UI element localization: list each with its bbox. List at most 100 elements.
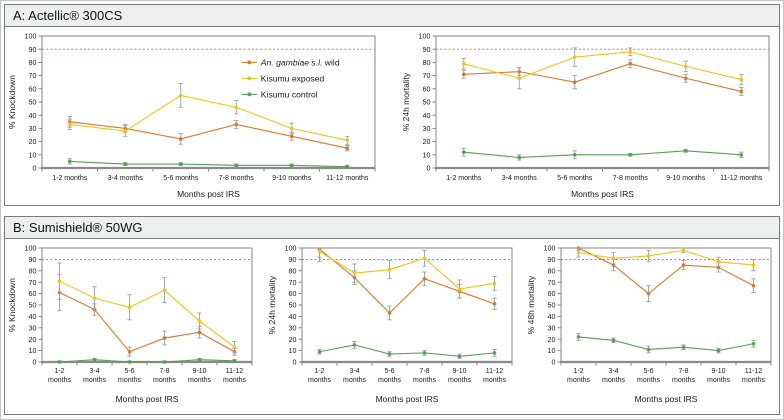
series-line	[463, 150, 742, 158]
x-tick-label: 3-4	[89, 368, 99, 375]
series-line	[59, 291, 235, 353]
y-axis-title: % 24h mortality	[401, 72, 411, 131]
data-point	[352, 271, 356, 275]
y-tick-label: 60	[548, 289, 556, 298]
x-tick-label: months	[223, 377, 246, 384]
y-tick-label: 70	[29, 278, 37, 287]
data-point	[345, 138, 350, 143]
y-tick-label: 20	[29, 137, 37, 146]
x-tick-label: months	[118, 377, 141, 384]
y-tick-label: 10	[548, 346, 556, 355]
data-point	[517, 155, 522, 160]
x-tick-label: 3-4	[349, 368, 359, 375]
y-tick-label: 30	[29, 323, 37, 332]
y-tick-label: 100	[284, 244, 296, 253]
legend-marker	[247, 60, 252, 65]
y-tick-label: 60	[288, 289, 296, 298]
data-point	[683, 64, 688, 69]
data-point	[422, 351, 426, 355]
data-point	[683, 149, 688, 153]
data-point	[572, 80, 577, 84]
data-point	[461, 61, 466, 66]
y-tick-label: 80	[548, 266, 556, 275]
data-point	[178, 93, 183, 98]
legend-marker	[247, 92, 252, 97]
x-tick-label: months	[637, 377, 660, 384]
chart--knockdown: 0 10 20 30 40 50 60 70 80 90 100 1-2 months 3-4 mont…	[7, 32, 376, 199]
y-tick-label: 90	[548, 255, 556, 264]
plot-border	[41, 35, 376, 169]
x-tick-label: months	[483, 377, 506, 384]
data-point	[716, 259, 721, 264]
chart--24h-mortality: 0 10 20 30 40 50 60 70 80 90 100 1-2 months 3-4 mont…	[401, 32, 770, 199]
series-line	[463, 51, 742, 81]
data-point	[739, 89, 744, 94]
data-point	[234, 122, 239, 127]
series-line	[578, 247, 754, 295]
x-tick-label: months	[83, 377, 106, 384]
data-point	[387, 311, 391, 315]
data-point	[572, 153, 577, 157]
x-axis-title: Months post IRS	[375, 394, 438, 404]
series-exposed	[461, 47, 744, 90]
series-line	[578, 249, 754, 266]
y-tick-label: 0	[427, 164, 431, 173]
x-tick-label: 5-6	[124, 368, 134, 375]
data-point	[646, 291, 651, 296]
series-control	[57, 357, 237, 364]
y-tick-label: 30	[548, 323, 556, 332]
data-point	[345, 164, 350, 169]
chart--48h-mortality: 0 10 20 30 40 50 60 70 80 90 100 1-2 months 3-4 months…	[526, 244, 772, 404]
x-tick-label: 9-10	[452, 368, 466, 375]
y-tick-label: 70	[29, 71, 37, 80]
panel-actellic-title: A: Actellic® 300CS	[5, 5, 779, 27]
y-tick-label: 40	[548, 312, 556, 321]
y-tick-label: 70	[423, 71, 431, 80]
data-point	[67, 122, 72, 127]
x-axis-title: Months post IRS	[177, 189, 240, 199]
panel-sumishield-title: B: Sumishield® 50WG	[5, 217, 779, 239]
data-point	[234, 163, 239, 168]
x-tick-label: 3-4 months	[108, 175, 144, 182]
data-point	[345, 146, 350, 150]
data-point	[162, 288, 167, 292]
data-point	[57, 279, 62, 283]
data-point	[289, 134, 294, 139]
series-line	[69, 94, 348, 141]
data-point	[492, 281, 496, 286]
y-tick-label: 30	[423, 124, 431, 133]
x-tick-label: 3-4	[608, 368, 618, 375]
x-tick-label: 9-10 months	[666, 175, 705, 182]
y-tick-label: 20	[423, 137, 431, 146]
series-wild	[316, 247, 497, 321]
data-point	[162, 360, 167, 364]
y-tick-label: 0	[552, 358, 556, 367]
data-point	[92, 357, 97, 362]
data-point	[646, 254, 651, 258]
y-tick-label: 50	[288, 301, 296, 310]
y-tick-label: 80	[288, 266, 296, 275]
data-point	[289, 163, 294, 168]
series-line	[578, 336, 754, 352]
y-tick-label: 30	[288, 323, 296, 332]
x-tick-label: months	[48, 377, 71, 384]
data-point	[751, 341, 756, 346]
data-point	[387, 352, 391, 356]
data-point	[178, 137, 183, 141]
x-tick-label: months	[742, 377, 765, 384]
x-tick-label: months	[188, 377, 211, 384]
x-tick-label: 3-4 months	[502, 175, 538, 182]
y-tick-label: 20	[548, 335, 556, 344]
data-point	[197, 330, 202, 335]
x-tick-label: 11-12	[485, 368, 502, 375]
data-point	[492, 302, 496, 306]
legend-label: Kisumu control	[261, 89, 318, 99]
x-tick-label: 7-8	[419, 368, 429, 375]
series-line	[69, 121, 348, 149]
x-tick-label: months	[672, 377, 695, 384]
y-tick-label: 90	[288, 255, 296, 264]
panel-sumishield: B: Sumishield® 50WG 0 10 20 30 40 50 60 70 80 90 1…	[4, 216, 780, 415]
y-tick-label: 0	[33, 164, 37, 173]
data-point	[232, 359, 237, 363]
legend-label: Kisumu exposed	[261, 73, 325, 83]
